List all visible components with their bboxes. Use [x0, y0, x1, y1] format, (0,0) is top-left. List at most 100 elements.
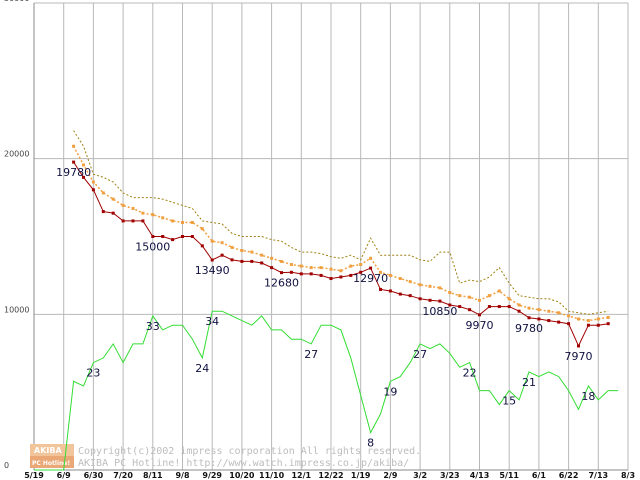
avg-price-point	[448, 291, 452, 295]
x-tick-label: 11/10	[259, 471, 285, 480]
min-price-point	[299, 272, 303, 276]
watermark: AKIBA PC Hotline! Copyright(c)2002 impre…	[30, 444, 421, 469]
avg-price-point	[557, 311, 561, 315]
avg-price-point	[121, 203, 125, 207]
data-label: 19	[383, 385, 397, 398]
min-price-point	[478, 313, 481, 317]
avg-price-point	[349, 264, 353, 268]
x-tick-label: 10/20	[229, 471, 255, 480]
data-label: 10850	[422, 305, 457, 318]
avg-price-point	[458, 294, 462, 298]
x-tick-label: 6/30	[84, 471, 104, 480]
avg-price-point	[398, 277, 402, 281]
min-price-point	[517, 309, 521, 313]
y-axis-tick-labels: 0 10000 20000 30000	[4, 0, 29, 470]
avg-price-point	[131, 206, 135, 210]
avg-price-point	[190, 220, 194, 224]
min-price-point	[398, 292, 402, 296]
min-price-point	[319, 273, 323, 277]
avg-price-point	[200, 227, 204, 231]
x-tick-label: 6/1	[532, 471, 546, 480]
avg-price-point	[329, 267, 333, 271]
avg-price-point	[517, 303, 521, 307]
min-price-point	[379, 287, 382, 291]
x-axis-tick-labels: 5/19 6/9 6/30 7/20 8/11 9/8 9/29 10/20 11/10 12/1…	[24, 471, 635, 480]
gridlines	[34, 2, 629, 471]
min-price-point	[141, 219, 145, 223]
data-label: 24	[195, 362, 209, 375]
avg-price-point	[289, 263, 293, 267]
min-price-point	[270, 266, 274, 270]
x-tick-label: 8/11	[143, 471, 163, 480]
min-price-point	[458, 305, 462, 309]
avg-price-point	[220, 241, 224, 245]
min-price-point	[220, 253, 224, 257]
x-tick-label: 6/22	[559, 471, 579, 480]
logo-text-bottom: PC Hotline!	[32, 460, 70, 467]
min-price-point	[111, 211, 115, 215]
min-price-point	[210, 258, 214, 262]
min-price-point	[547, 319, 551, 323]
y-tick-label: 20000	[4, 150, 29, 159]
avg-price-point	[577, 317, 580, 321]
data-label: 13490	[195, 264, 230, 277]
avg-price-point	[260, 253, 264, 257]
x-tick-label: 5/19	[24, 471, 44, 480]
min-price-point	[527, 316, 531, 320]
avg-price-point	[280, 259, 283, 263]
avg-price-point	[319, 266, 323, 270]
min-price-point	[339, 275, 343, 279]
min-price-point	[101, 210, 105, 214]
data-label: 23	[86, 367, 100, 380]
data-label: 15000	[135, 241, 170, 254]
min-price-point	[428, 298, 432, 302]
min-price-point	[329, 277, 333, 281]
x-tick-label: 8/3	[621, 471, 635, 480]
x-tick-label: 12/1	[291, 471, 311, 480]
avg-price-point	[240, 249, 244, 253]
min-price-point	[260, 261, 264, 265]
point-labels: 19780 15000 13490 12680 12970 10850 9970 9780 79…	[56, 166, 595, 450]
min-price-point	[438, 299, 442, 303]
avg-price-point	[428, 284, 432, 288]
y-tick-label: 30000	[4, 0, 29, 3]
series-markers	[72, 144, 610, 348]
x-tick-label: 9/8	[175, 471, 189, 480]
copyright-text: Copyright(c)2002 impress corporation All…	[78, 446, 421, 457]
data-label: 19780	[56, 166, 91, 179]
min-price-point	[567, 322, 571, 326]
x-tick-label: 3/2	[413, 471, 427, 480]
min-price-point	[240, 259, 244, 263]
data-label: 9970	[466, 319, 494, 332]
avg-price-point	[507, 297, 511, 301]
avg-price-point	[339, 269, 343, 273]
x-tick-label: 4/13	[470, 471, 490, 480]
avg-price-point	[141, 211, 145, 215]
avg-price-point	[309, 266, 313, 270]
avg-price-point	[606, 315, 610, 319]
avg-price-point	[369, 256, 373, 260]
avg-price-point	[181, 220, 184, 224]
avg-price-point	[388, 273, 392, 277]
avg-price-point	[468, 295, 472, 299]
min-price-point	[537, 317, 541, 321]
data-label: 7970	[565, 350, 593, 363]
avg-price-point	[478, 298, 481, 302]
avg-price-point	[270, 256, 274, 260]
x-tick-label: 7/20	[113, 471, 133, 480]
min-price-point	[121, 219, 125, 223]
avg-price-point	[171, 219, 175, 223]
min-price-point	[91, 188, 95, 192]
data-label: 27	[304, 348, 318, 361]
avg-price-point	[547, 309, 551, 313]
min-price-point	[497, 305, 501, 309]
site-text: AKIBA PC Hotline! http://www.watch.impre…	[78, 458, 409, 469]
avg-price-point	[161, 216, 165, 220]
avg-price-point	[250, 250, 254, 254]
x-tick-label: 3/23	[440, 471, 460, 480]
series-lines	[34, 130, 619, 471]
min-price-point	[577, 344, 580, 348]
avg-price-point	[82, 163, 85, 167]
min-price-point	[359, 270, 363, 274]
